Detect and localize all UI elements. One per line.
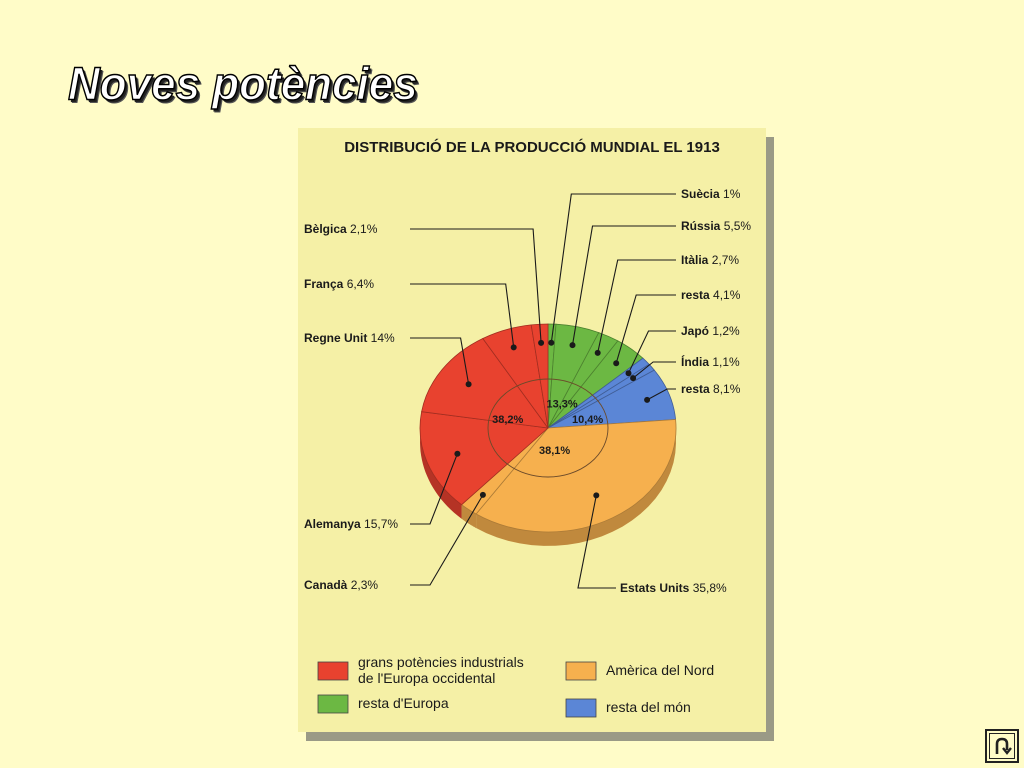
slice-name: Rússia [681,219,721,233]
slice-label-resta: resta 4,1% [681,288,741,302]
pie-slice-regne-unit [421,337,549,429]
leader-line-resta-2 [646,388,676,401]
group-total-america-del-nord: 38,1% [539,445,570,457]
slice-pct: 5,5% [720,219,751,233]
leader-line-resta [615,294,676,364]
legend-swatch-grans-potencies-industrials-de-l-europa-occidental [317,661,349,681]
slice-name: Canadà [304,578,348,592]
slice-label-suecia: Suècia 1% [681,187,741,201]
pie-top [419,323,677,533]
slice-label-franca: França 6,4% [304,277,374,291]
pie-depth-estats-units [476,419,676,546]
slice-labels: Suècia 1% Rússia 5,5% Itàlia 2,7% resta 4,1… [304,187,751,595]
legend-label-grans-potencies-industrials-de-l-europa-occidental-1: de l'Europa occidental [358,670,495,686]
group-total-resta-del-mon: 10,4% [572,414,603,426]
slice-pct: 35,8% [689,581,727,595]
leader-dot-japo [625,370,632,377]
pie-inner: 13,3% 10,4% 38,1% 38,2% [487,378,609,478]
slice-name: Suècia [681,187,720,201]
leader-dot-india [630,375,637,382]
slice-pct: 1,1% [709,355,740,369]
leader-dot-belgica [538,339,545,346]
leader-line-alemanya [410,453,458,525]
return-button[interactable] [985,729,1019,763]
slice-pct: 2,1% [347,222,378,236]
slice-name: Alemanya [304,517,361,531]
leader-dot-regne-unit [465,381,472,388]
leader-dot-resta [613,360,620,367]
leader-dot-canada [479,491,486,498]
inner-ring [487,378,609,478]
legend-label-resta-del-mon-0: resta del món [606,699,691,715]
slide-title: Noves potències [67,58,418,111]
slice-name: Japó [681,324,709,338]
slice-label-canada: Canadà 2,3% [304,578,378,592]
slice-name: resta [681,382,710,396]
slice-label-india: Índia 1,1% [681,354,740,369]
chart-title: DISTRIBUCIÓ DE LA PRODUCCIÓ MUNDIAL EL 1… [344,138,720,156]
pie-slice-estats-units [475,419,677,533]
slice-name: Índia [681,354,709,369]
slice-pct: 4,1% [710,288,741,302]
pie-chart: DISTRIBUCIÓ DE LA PRODUCCIÓ MUNDIAL EL 1… [304,138,751,718]
leader-line-russia [571,225,676,346]
slice-pct: 15,7% [361,517,399,531]
leader-dot-franca [510,344,517,351]
leader-line-suecia [550,193,676,343]
slice-name: resta [681,288,710,302]
slice-label-estats-units: Estats Units 35,8% [620,581,727,595]
slice-pct: 2,7% [708,253,739,267]
leader-dot-resta-2 [644,396,651,403]
slice-pct: 1% [720,187,741,201]
chart-panel: DISTRIBUCIÓ DE LA PRODUCCIÓ MUNDIAL EL 1… [298,128,766,732]
slice-label-regne-unit: Regne Unit 14% [304,331,395,345]
leader-line-franca [410,283,515,348]
slice-pct: 1,2% [709,324,740,338]
slice-pct: 2,3% [347,578,378,592]
slice-pct: 8,1% [710,382,741,396]
leader-dot-russia [569,342,576,349]
leader-line-regne-unit [410,337,470,385]
legend-label-grans-potencies-industrials-de-l-europa-occidental-0: grans potències industrials [358,654,524,670]
leader-line-japo [628,330,676,374]
slice-label-italia: Itàlia 2,7% [681,253,739,267]
leader-dot-italia [594,349,601,356]
slice-name: Itàlia [681,253,709,267]
slice-pct: 14% [367,331,395,345]
leader-dot-suecia [548,339,555,346]
slice-label-alemanya: Alemanya 15,7% [304,517,398,531]
leader-dot-alemanya [454,450,461,457]
legend-label-america-del-nord-0: Amèrica del Nord [606,662,714,678]
slice-label-russia: Rússia 5,5% [681,219,751,233]
leader-line-belgica [410,228,542,343]
leader-dot-estats-units [593,492,600,499]
pie-slice-alemanya [419,411,549,506]
slice-label-japo: Japó 1,2% [681,324,740,338]
group-total-resta-d-europa: 13,3% [546,398,577,410]
slice-name: França [304,277,344,291]
leader-line-india [632,361,676,379]
slice-pct: 6,4% [343,277,374,291]
slice-name: Bèlgica [304,222,347,236]
leader-line-estats-units [577,495,616,589]
leader-line-italia [597,259,676,354]
slice-label-belgica: Bèlgica 2,1% [304,222,378,236]
slice-name: Regne Unit [304,331,367,345]
leader-line-canada [410,494,484,586]
legend-swatch-america-del-nord [565,661,597,681]
slice-label-resta-2: resta 8,1% [681,382,741,396]
slice-name: Estats Units [620,581,690,595]
legend-swatch-resta-d-europa [317,694,349,714]
pie-depth-canada [461,504,477,528]
legend-label-resta-d-europa-0: resta d'Europa [358,695,449,711]
return-arrow-icon [989,733,1015,759]
group-total-grans-potencies-industrials-de-l-europa-occidental: 38,2% [492,414,523,426]
legend-swatch-resta-del-mon [565,698,597,718]
